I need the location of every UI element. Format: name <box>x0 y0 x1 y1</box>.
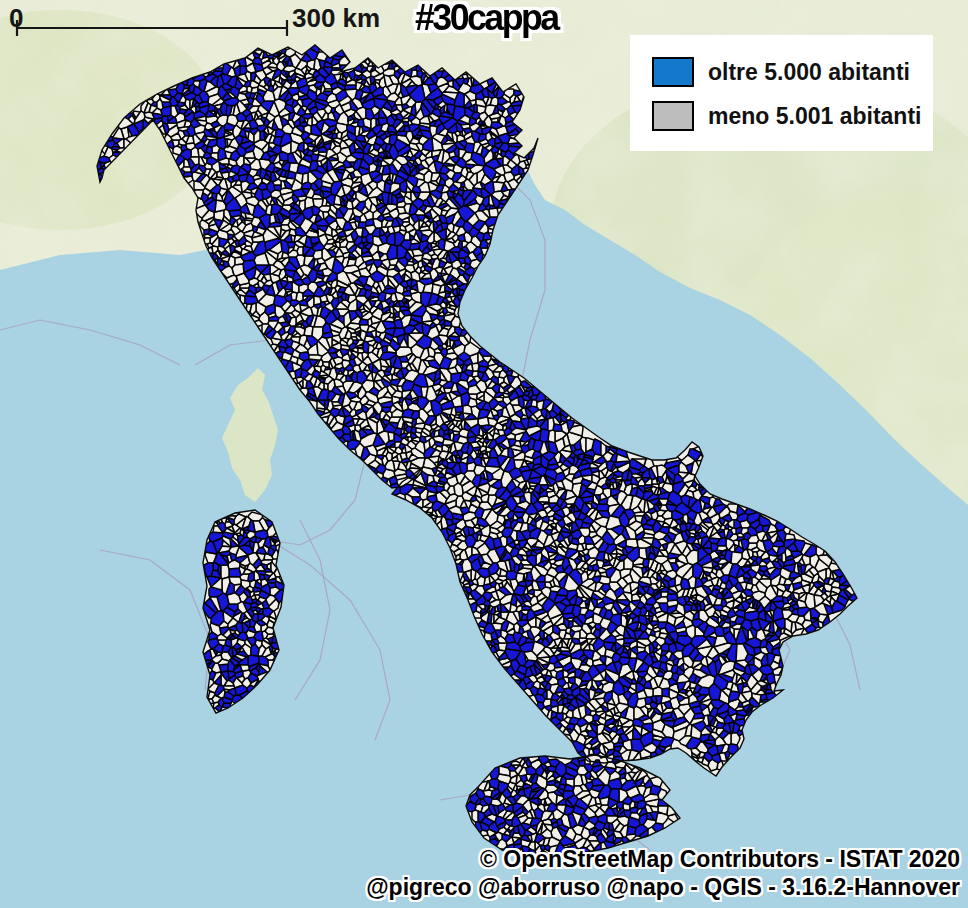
svg-text:300 km: 300 km <box>292 3 380 33</box>
